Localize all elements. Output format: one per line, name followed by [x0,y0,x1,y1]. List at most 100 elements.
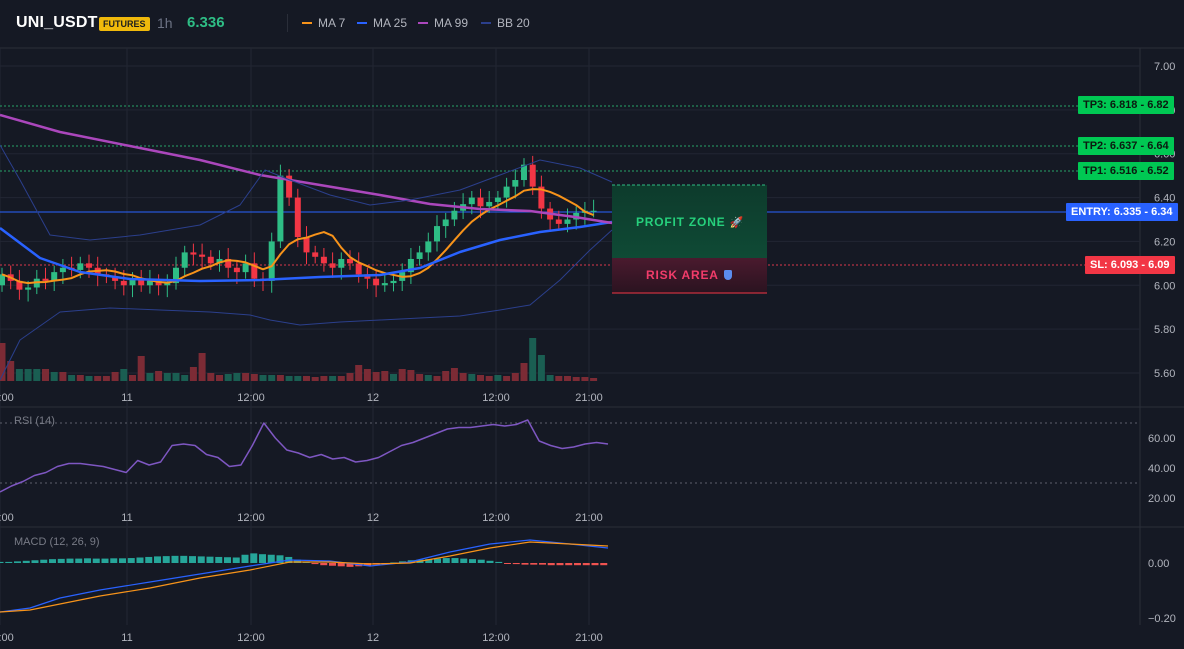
volume-bar [442,371,450,381]
time-tick-label: 12:00 [482,512,510,524]
macd-histogram-bar [294,559,301,563]
macd-histogram-bar [259,554,266,563]
macd-histogram-bar [469,559,476,563]
macd-histogram-bar [22,560,30,563]
macd-histogram-bar [451,558,459,563]
candle-body [416,252,423,259]
futures-badge: FUTURES [99,17,150,31]
volume-bar [390,374,397,381]
candle-body [216,258,223,264]
volume-bar [468,374,476,381]
time-tick-label: 12:00 [482,392,510,404]
candle-body [190,252,197,255]
volume-bar [355,365,363,381]
legend-ma25-label: MA 25 [373,16,408,30]
volume-bar [76,375,84,381]
sl-label: SL: 6.093 [1090,259,1139,271]
candle-body [225,258,232,268]
volume-bar [181,375,189,381]
candle-body [51,272,58,281]
candle-body [207,256,214,264]
tp3-label: TP3: 6.818 [1083,99,1138,111]
candle-body [407,258,414,273]
legend-ma7[interactable]: MA 7 [302,16,345,30]
candle-body [529,164,536,187]
candle-body [286,175,293,198]
volume-bar [511,373,519,381]
time-tick-label: 12:00 [0,632,14,644]
tp1-tag[interactable]: TP1: 6.516 - 6.52 [1078,162,1174,180]
volume-bar [233,373,241,381]
volume-bar [520,363,528,381]
bb-upper-line [0,144,613,241]
candle-body [451,210,458,220]
legend-ma25[interactable]: MA 25 [357,16,407,30]
candle-body [555,219,562,224]
volume-bar [33,369,41,381]
macd-histogram-bar [136,557,144,563]
timeframe-label[interactable]: 1h [157,15,173,31]
entry-tag[interactable]: ENTRY: 6.335 - 6.34 [1066,203,1178,221]
last-price: 6.336 [187,14,225,31]
tp3-tag[interactable]: TP3: 6.818 - 6.82 [1078,96,1174,114]
candle-body [503,186,510,198]
volume-bar [50,372,58,381]
tp2-tag[interactable]: TP2: 6.637 - 6.64 [1078,137,1174,155]
tp1-axis-value: 6.52 [1147,165,1169,177]
macd-tick-label: 0.00 [1148,558,1169,570]
macd-histogram-bar [311,563,319,565]
volume-bar [224,374,232,381]
volume-bar [311,377,319,381]
macd-histogram-bar [162,556,170,563]
candle-body [381,283,388,286]
candle-body [120,280,127,286]
volume-bar [0,343,6,381]
macd-histogram-bar [171,555,179,563]
macd-histogram-bar [66,558,74,563]
ma7-swatch [302,22,312,24]
legend-ma99[interactable]: MA 99 [418,16,468,30]
macd-histogram-bar [425,559,433,563]
volume-bar [381,371,389,381]
ma99-swatch [418,22,428,24]
volume-bar [416,374,424,381]
volume-bar [529,338,537,381]
volume-bar [268,375,276,381]
macd-histogram-bar [346,563,354,567]
volume-bar [407,370,415,381]
candle-body [294,197,301,238]
volume-bar [155,371,163,381]
macd-histogram-bar [40,559,48,563]
entry-axis-value: 6.34 [1151,206,1173,218]
macd-histogram-bar [241,554,249,563]
bb20-swatch [481,22,491,24]
candle-body [347,258,353,264]
volume-bar [320,376,328,381]
tp1-label: TP1: 6.516 [1083,165,1138,177]
macd-histogram-bar [75,558,83,563]
macd-histogram-bar [320,563,328,566]
ma25-line [0,220,613,283]
chart-header: UNI_USDT FUTURES 1h 6.336 MA 7 MA 25 MA … [0,0,1184,48]
macd-histogram-bar [556,563,564,566]
candle-body [25,287,32,290]
volume-bar [129,375,136,381]
macd-histogram-bar [547,563,555,566]
symbol-name[interactable]: UNI_USDT [16,14,98,31]
time-tick-label: 21:00 [575,512,603,524]
macd-histogram-bar [530,563,538,565]
candle-body [312,252,319,257]
volume-bar [346,373,354,381]
volume-bar [372,372,380,381]
volume-bar [590,378,598,381]
candle-body [199,254,206,257]
volume-bar [85,376,93,381]
volume-bar [337,376,345,381]
macd-histogram-bar [127,558,135,563]
volume-bar [24,369,32,381]
sl-tag[interactable]: SL: 6.093 - 6.09 [1085,256,1175,274]
volume-bar [250,374,258,381]
legend-bb20[interactable]: BB 20 [481,16,530,30]
candle-body [42,278,49,281]
